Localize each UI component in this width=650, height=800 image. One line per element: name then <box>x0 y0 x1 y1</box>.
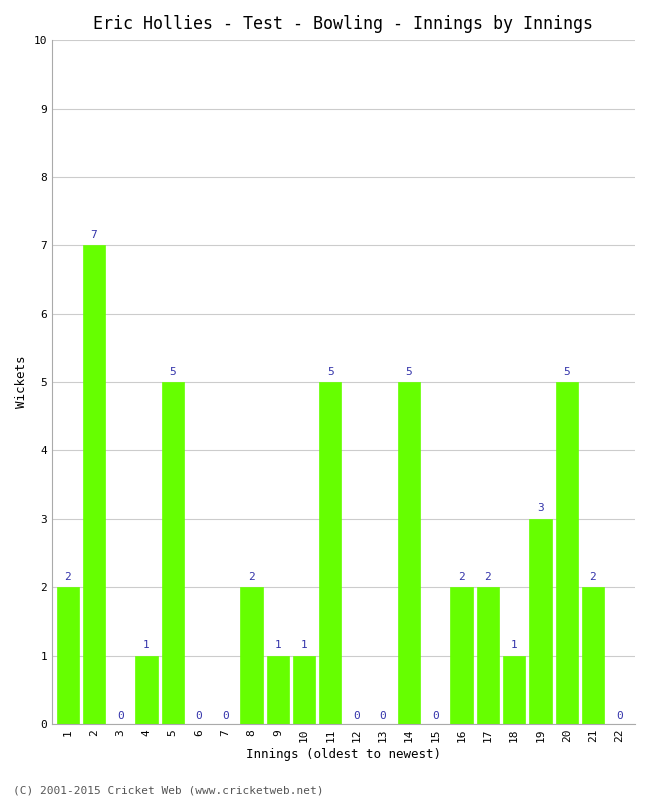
Text: 0: 0 <box>616 710 623 721</box>
Text: 2: 2 <box>248 572 255 582</box>
Text: 5: 5 <box>327 366 333 377</box>
Text: 0: 0 <box>222 710 229 721</box>
Text: 3: 3 <box>537 503 544 514</box>
Text: 5: 5 <box>406 366 413 377</box>
Text: 2: 2 <box>64 572 71 582</box>
Text: 2: 2 <box>458 572 465 582</box>
Bar <box>162 382 184 724</box>
Text: 5: 5 <box>564 366 570 377</box>
Text: 5: 5 <box>170 366 176 377</box>
Text: 7: 7 <box>90 230 98 240</box>
Text: 1: 1 <box>143 640 150 650</box>
Bar <box>266 656 289 724</box>
Text: 0: 0 <box>196 710 202 721</box>
Bar <box>83 246 105 724</box>
Bar <box>398 382 421 724</box>
Text: (C) 2001-2015 Cricket Web (www.cricketweb.net): (C) 2001-2015 Cricket Web (www.cricketwe… <box>13 786 324 795</box>
Bar <box>582 587 604 724</box>
Text: 0: 0 <box>432 710 439 721</box>
Bar <box>529 519 552 724</box>
Bar <box>450 587 473 724</box>
Bar <box>57 587 79 724</box>
Title: Eric Hollies - Test - Bowling - Innings by Innings: Eric Hollies - Test - Bowling - Innings … <box>94 15 593 33</box>
Text: 1: 1 <box>301 640 307 650</box>
Bar <box>556 382 578 724</box>
Text: 1: 1 <box>274 640 281 650</box>
Text: 0: 0 <box>353 710 360 721</box>
Text: 0: 0 <box>380 710 386 721</box>
Bar <box>240 587 263 724</box>
Y-axis label: Wickets: Wickets <box>15 356 28 408</box>
Text: 0: 0 <box>117 710 124 721</box>
Text: 2: 2 <box>484 572 491 582</box>
Bar <box>135 656 158 724</box>
X-axis label: Innings (oldest to newest): Innings (oldest to newest) <box>246 748 441 761</box>
Bar <box>319 382 341 724</box>
Bar <box>503 656 525 724</box>
Text: 2: 2 <box>590 572 596 582</box>
Text: 1: 1 <box>511 640 517 650</box>
Bar <box>476 587 499 724</box>
Bar <box>293 656 315 724</box>
